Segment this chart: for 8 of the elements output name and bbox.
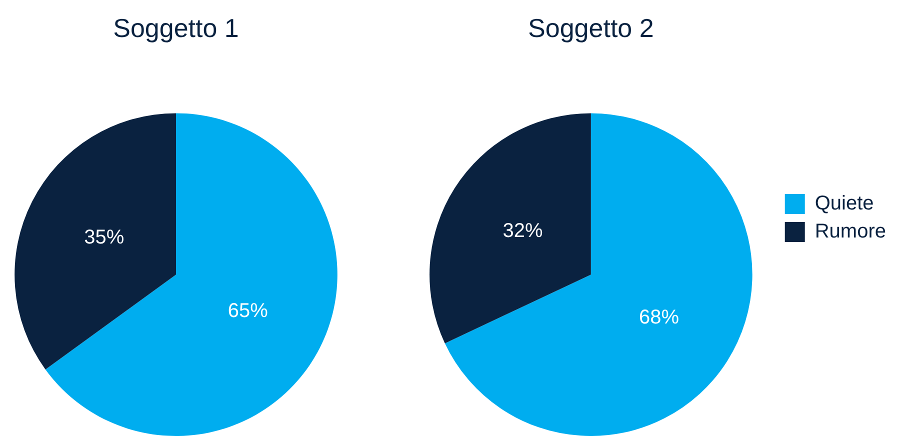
data-label: 35% <box>84 226 124 248</box>
data-label: 65% <box>228 300 268 322</box>
legend-label: Rumore <box>814 220 886 243</box>
legend-label: Quiete <box>814 192 874 215</box>
chart-title: Soggetto 2 <box>528 12 654 43</box>
chart-title: Soggetto 1 <box>113 12 239 43</box>
data-label: 32% <box>502 220 544 242</box>
data-label: 68% <box>639 306 680 328</box>
